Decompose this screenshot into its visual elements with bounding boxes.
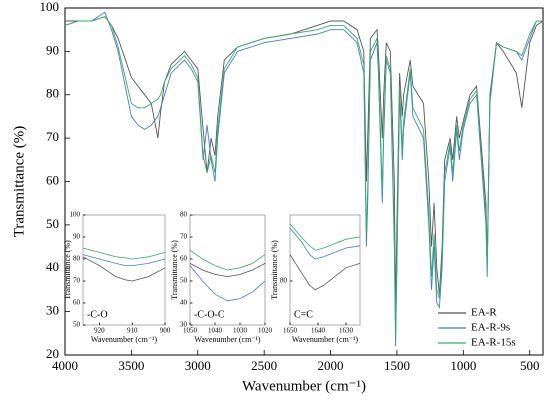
x-tick-label: 1040 xyxy=(208,327,223,335)
y-tick-label: 60 xyxy=(180,255,188,263)
y-tick-label: 80 xyxy=(280,277,288,285)
x-tick-label: 1020 xyxy=(258,327,273,335)
y-tick-label: 50 xyxy=(46,216,59,231)
x-tick-label: 1650 xyxy=(283,327,298,335)
x-tick-label: 1050 xyxy=(183,327,198,335)
y-tick-label: 50 xyxy=(180,277,188,285)
legend-label: EA-R xyxy=(471,307,497,319)
series-line xyxy=(64,16,543,334)
x-tick-label: 3500 xyxy=(118,358,144,373)
y-tick-label: 70 xyxy=(46,129,59,144)
x-tick-label: 500 xyxy=(520,358,540,373)
series-line xyxy=(189,265,266,302)
series-line xyxy=(64,11,543,347)
y-tick-label: 60 xyxy=(73,299,81,307)
x-tick-label: 910 xyxy=(127,327,138,335)
y-tick-label: 40 xyxy=(46,259,59,274)
y-tick-label: 30 xyxy=(180,321,188,329)
x-tick-label: 1630 xyxy=(339,327,354,335)
y-axis-label: Transmittance (%) xyxy=(11,126,27,238)
series-line xyxy=(289,227,361,260)
series-line xyxy=(82,256,166,282)
y-axis-label: Transmittance (%) xyxy=(270,240,279,300)
y-axis-label: Transmittance (%) xyxy=(63,240,72,300)
series-line xyxy=(189,249,266,271)
x-axis-label: Wavenumber (cm⁻¹) xyxy=(242,378,366,394)
x-tick-label: 900 xyxy=(160,327,171,335)
x-tick-label: 1030 xyxy=(233,327,248,335)
series-line xyxy=(82,247,166,260)
y-tick-label: 100 xyxy=(70,211,81,219)
y-tick-label: 100 xyxy=(40,0,60,14)
plot-area xyxy=(82,214,166,326)
legend-label: EA-R-9s xyxy=(471,322,510,334)
y-tick-label: 80 xyxy=(46,86,59,101)
x-tick-label: 920 xyxy=(94,327,105,335)
x-tick-label: 1640 xyxy=(311,327,326,335)
y-axis-label: Transmittance (%) xyxy=(170,240,179,300)
y-tick-label: 40 xyxy=(180,299,188,307)
annotation: C=C xyxy=(294,309,313,320)
x-axis-label: Wavenumber (cm⁻¹) xyxy=(194,335,261,344)
y-tick-label: 70 xyxy=(73,277,81,285)
x-tick-label: 2500 xyxy=(251,358,277,373)
series-line xyxy=(289,254,361,291)
y-tick-label: 60 xyxy=(46,172,59,187)
x-tick-label: 3000 xyxy=(185,358,211,373)
y-tick-label: 80 xyxy=(180,211,188,219)
series-line xyxy=(289,223,361,251)
x-axis-label: Wavenumber (cm⁻¹) xyxy=(292,335,359,344)
x-tick-label: 1500 xyxy=(384,358,410,373)
annotation: -C-O xyxy=(87,309,108,320)
legend-label: EA-R-15s xyxy=(471,337,516,349)
x-tick-label: 2000 xyxy=(318,358,344,373)
y-tick-label: 80 xyxy=(73,255,81,263)
annotation: -C-O-C xyxy=(194,309,225,320)
y-tick-label: 90 xyxy=(46,42,59,57)
y-tick-label: 30 xyxy=(46,303,59,318)
y-tick-label: 90 xyxy=(73,233,81,241)
x-axis-label: Wavenumber (cm⁻¹) xyxy=(91,335,158,344)
x-tick-label: 4000 xyxy=(52,358,78,373)
plot-area xyxy=(289,214,361,326)
series-line xyxy=(189,263,266,278)
x-tick-label: 1000 xyxy=(450,358,476,373)
y-tick-label: 50 xyxy=(73,321,81,329)
series-line xyxy=(82,254,166,266)
y-tick-label: 20 xyxy=(46,346,59,361)
y-tick-label: 70 xyxy=(180,233,188,241)
